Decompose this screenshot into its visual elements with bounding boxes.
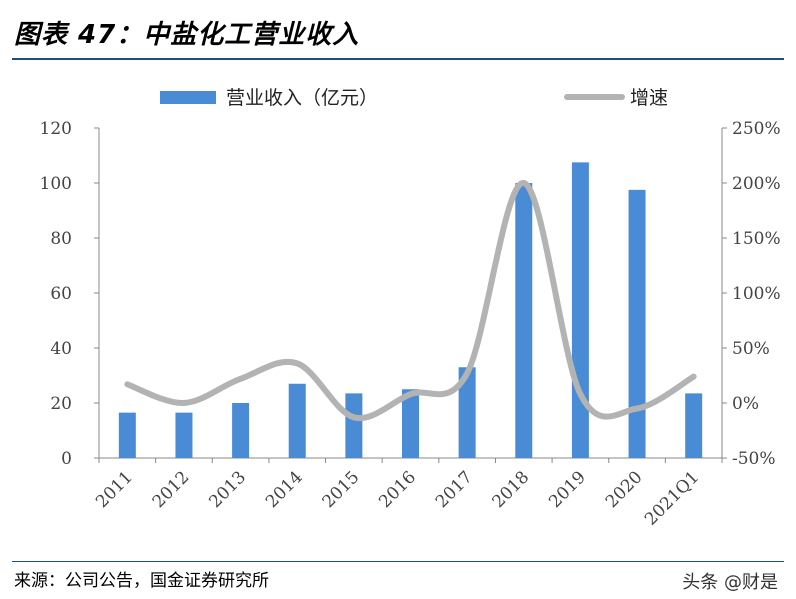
x-tick-label: 2016 (375, 467, 420, 512)
x-tick-label: 2014 (262, 467, 307, 512)
legend-label-revenue: 营业收入（亿元） (226, 87, 378, 109)
chart-title: 图表 47：中盐化工营业收入 (14, 20, 360, 50)
x-tick-label: 2013 (205, 467, 250, 512)
growth-line (124, 180, 697, 422)
x-tick-label: 2018 (489, 467, 534, 512)
x-tick-label: 2011 (92, 467, 137, 512)
right-tick-label: 100% (732, 284, 781, 304)
footer-rule (12, 561, 784, 562)
left-tick-label: 0 (61, 449, 72, 469)
revenue-bar (515, 183, 533, 458)
x-tick-label: 2021Q1 (641, 467, 703, 529)
revenue-bar (571, 162, 589, 458)
growth-line-series (124, 180, 697, 422)
revenue-bar (232, 403, 250, 458)
source-note: 来源：公司公告，国金证券研究所 (14, 571, 269, 591)
revenue-chart: 0 20 40 60 80 100 120 -50% 0% 50% 100% 150% 200% 250%… (40, 87, 781, 530)
right-tick-label: 50% (732, 339, 770, 359)
left-tick-label: 120 (40, 119, 72, 139)
right-tick-label: 150% (732, 229, 781, 249)
x-tick-label: 2020 (602, 467, 647, 512)
revenue-bar (118, 412, 136, 458)
x-tick-label: 2017 (432, 467, 477, 512)
watermark: 头条 @财是 (682, 572, 778, 593)
left-tick-label: 80 (50, 229, 72, 249)
revenue-bar (458, 367, 476, 458)
left-tick-label: 20 (50, 394, 72, 414)
left-tick-label: 60 (50, 284, 72, 304)
x-tick-label: 2012 (149, 467, 194, 512)
title-rule (12, 58, 784, 60)
x-tick-label: 2019 (545, 467, 590, 512)
left-tick-label: 40 (50, 339, 72, 359)
revenue-bar (685, 393, 703, 458)
revenue-bar (175, 412, 193, 458)
revenue-bar (628, 189, 646, 458)
left-tick-label: 100 (40, 174, 72, 194)
x-tick-label: 2015 (319, 467, 364, 512)
right-tick-label: 0% (732, 394, 759, 414)
right-tick-label: -50% (732, 449, 776, 469)
legend-label-growth: 增速 (630, 87, 668, 109)
revenue-bar (345, 393, 363, 458)
right-tick-label: 250% (732, 119, 781, 139)
right-tick-label: 200% (732, 174, 781, 194)
chart-axes: 0 20 40 60 80 100 120 -50% 0% 50% 100% 150% 200% 250%… (40, 119, 781, 530)
revenue-bar (402, 389, 419, 458)
revenue-bar (288, 383, 306, 458)
legend-swatch-revenue (160, 91, 216, 104)
chart-legend: 营业收入（亿元） 增速 (160, 87, 668, 109)
